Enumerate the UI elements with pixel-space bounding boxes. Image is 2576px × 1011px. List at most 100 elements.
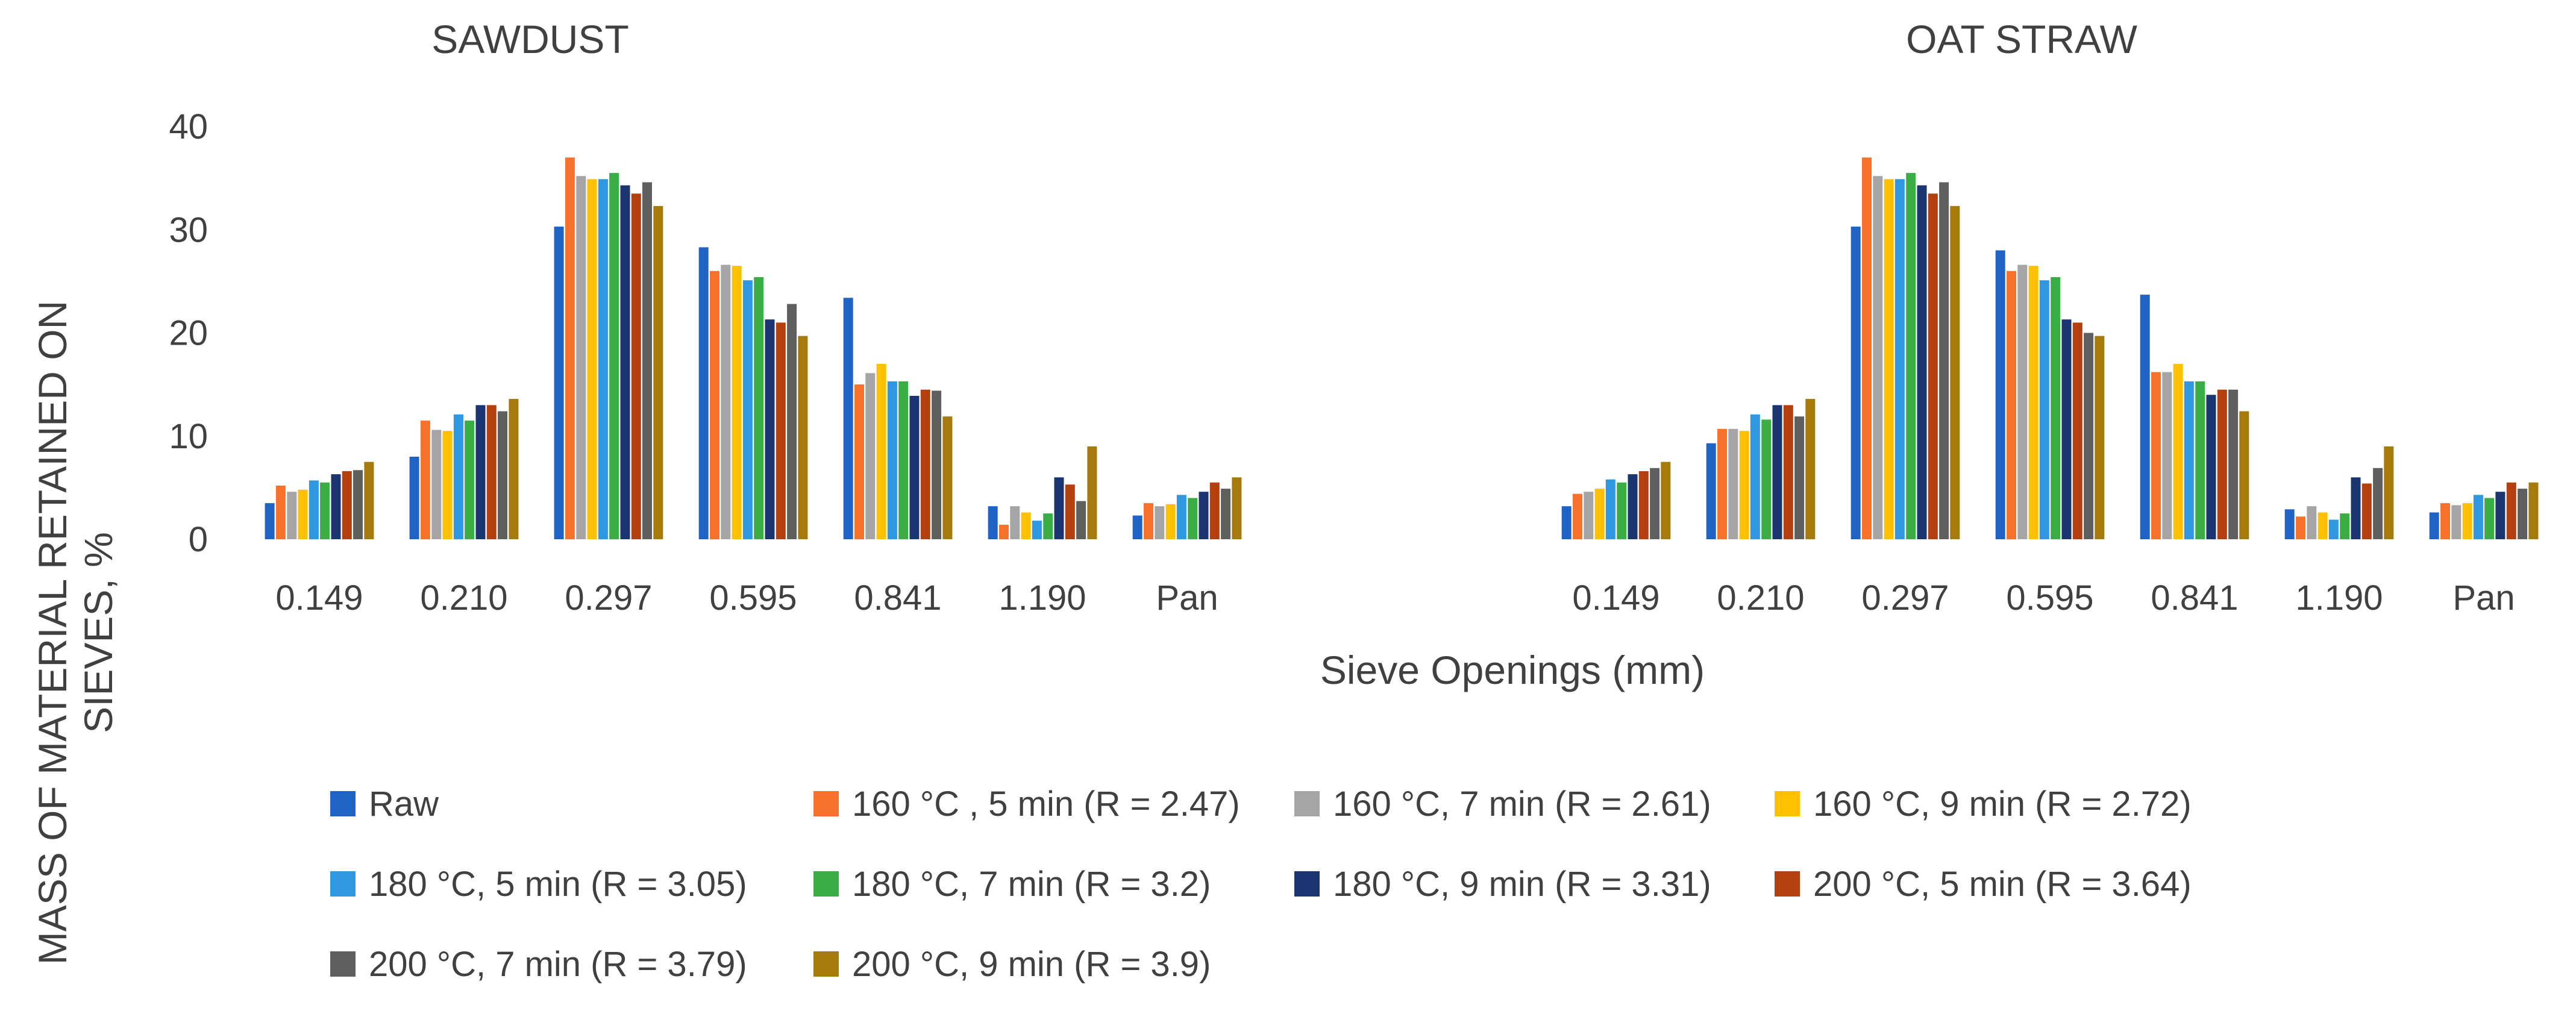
bar-sawdust-pan-series-7 <box>1209 482 1220 539</box>
bar-oat-straw-0-149-series-7 <box>1638 471 1649 539</box>
bar-oat-straw-1-190-series-4 <box>2328 519 2339 539</box>
legend-item: 160 °C , 5 min (R = 2.47) <box>813 784 1240 824</box>
bar-sawdust-0-149-series-6 <box>331 474 341 539</box>
x-tick-label-sawdust: Pan <box>1156 578 1218 618</box>
bar-oat-straw-0-841-series-7 <box>2217 389 2227 539</box>
bar-sawdust-0-841-series-4 <box>887 381 897 539</box>
bar-sawdust-0-841-series-9 <box>942 416 953 539</box>
legend-swatch <box>330 951 356 977</box>
legend-label: Raw <box>369 784 439 824</box>
legend-item: 200 °C, 9 min (R = 3.9) <box>813 945 1211 984</box>
bar-sawdust-0-841-series-1 <box>854 384 864 539</box>
bar-oat-straw-1-190-series-3 <box>2317 512 2328 539</box>
bar-oat-straw-0-595-series-2 <box>2017 264 2028 539</box>
legend-swatch <box>1294 791 1320 816</box>
legend-label: 180 °C, 5 min (R = 3.05) <box>369 865 747 904</box>
legend-swatch <box>330 871 356 897</box>
bar-sawdust-1-190-series-4 <box>1032 521 1042 539</box>
legend-label: 200 °C, 9 min (R = 3.9) <box>852 945 1211 984</box>
bar-sawdust-0-841-series-2 <box>865 373 876 539</box>
bar-oat-straw-0-297-series-8 <box>1939 182 1949 539</box>
bar-sawdust-0-841-series-5 <box>898 381 909 539</box>
bar-sawdust-0-149-series-3 <box>298 489 308 539</box>
legend-label: 200 °C, 7 min (R = 3.79) <box>369 945 747 984</box>
bar-oat-straw-0-297-series-3 <box>1884 179 1894 539</box>
x-tick-label-oat-straw: 1.190 <box>2295 578 2383 618</box>
legend-item: 200 °C, 7 min (R = 3.79) <box>330 945 747 984</box>
bar-sawdust-0-210-series-0 <box>409 457 419 539</box>
bar-oat-straw-0-841-series-6 <box>2206 395 2216 540</box>
bar-oat-straw-0-595-series-3 <box>2028 266 2039 539</box>
x-tick-label-sawdust: 1.190 <box>998 578 1086 618</box>
bar-oat-straw-pan-series-0 <box>2429 512 2439 539</box>
bar-sawdust-0-841-series-6 <box>909 396 920 539</box>
bar-sawdust-1-190-series-8 <box>1076 501 1086 539</box>
bar-oat-straw-0-841-series-1 <box>2151 372 2161 539</box>
bar-sawdust-0-297-series-3 <box>587 179 597 539</box>
x-tick-label-sawdust: 0.595 <box>709 578 797 618</box>
bar-sawdust-0-595-series-5 <box>754 277 764 539</box>
x-axis-ticks: 0.149 0.210 0.297 0.595 0.841 1.190 Pan 0.149 0.… <box>275 578 2515 618</box>
bar-sawdust-pan-series-1 <box>1144 503 1153 539</box>
bar-sawdust-0-149-series-4 <box>309 480 319 539</box>
bar-sawdust-0-297-series-8 <box>642 182 652 539</box>
bar-oat-straw-0-210-series-3 <box>1739 431 1749 539</box>
y-tick-label: 30 <box>169 210 208 249</box>
bar-oat-straw-0-149-series-2 <box>1584 492 1594 539</box>
y-tick-label: 0 <box>189 520 208 559</box>
bar-sawdust-0-149-series-0 <box>265 503 275 539</box>
bar-oat-straw-0-149-series-0 <box>1561 506 1572 539</box>
bar-sawdust-0-210-series-1 <box>420 421 430 539</box>
legend-item: 160 °C, 7 min (R = 2.61) <box>1294 784 1711 824</box>
bar-oat-straw-0-210-series-4 <box>1750 414 1760 539</box>
bar-oat-straw-1-190-series-1 <box>2296 516 2305 539</box>
bar-sawdust-0-297-series-5 <box>609 173 619 540</box>
x-tick-label-sawdust: 0.149 <box>275 578 363 618</box>
bar-oat-straw-0-595-series-8 <box>2084 333 2094 539</box>
legend-label: 180 °C, 7 min (R = 3.2) <box>852 865 1211 904</box>
bars <box>265 157 2539 540</box>
legend-swatch <box>1294 871 1320 897</box>
bar-sawdust-0-149-series-9 <box>364 462 374 539</box>
bar-sawdust-0-841-series-0 <box>843 298 853 539</box>
bar-oat-straw-0-297-series-1 <box>1862 157 1872 539</box>
x-tick-label-oat-straw: 0.841 <box>2151 578 2238 618</box>
legend-item: 180 °C, 9 min (R = 3.31) <box>1294 865 1711 904</box>
y-axis-title-line-1: MASS OF MATERIAL RETAINED ON <box>30 301 75 965</box>
panel-title-oat-straw: OAT STRAW <box>1906 17 2137 61</box>
x-tick-label-sawdust: 0.841 <box>854 578 941 618</box>
bar-oat-straw-0-595-series-5 <box>2051 277 2061 539</box>
bar-sawdust-0-595-series-3 <box>732 266 742 539</box>
bar-oat-straw-0-841-series-2 <box>2162 372 2172 539</box>
bar-sawdust-pan-series-0 <box>1132 515 1142 539</box>
bar-sawdust-0-595-series-1 <box>710 271 719 540</box>
x-tick-label-sawdust: 0.297 <box>565 578 652 618</box>
bar-oat-straw-1-190-series-2 <box>2307 506 2317 539</box>
bar-sawdust-0-297-series-9 <box>653 205 663 539</box>
bar-oat-straw-0-210-series-5 <box>1761 419 1772 539</box>
x-tick-label-sawdust: 0.210 <box>420 578 507 618</box>
bar-sawdust-0-595-series-0 <box>698 247 709 539</box>
legend-item: 160 °C, 9 min (R = 2.72) <box>1775 784 2192 824</box>
legend-swatch <box>1775 791 1800 816</box>
bar-oat-straw-0-210-series-2 <box>1728 428 1738 539</box>
bar-sawdust-0-595-series-9 <box>798 336 808 539</box>
legend-swatch <box>813 791 839 816</box>
legend-item: 200 °C, 5 min (R = 3.64) <box>1775 865 2192 904</box>
bar-oat-straw-0-149-series-6 <box>1628 474 1638 539</box>
legend-item: Raw <box>330 784 439 824</box>
bar-sawdust-1-190-series-7 <box>1065 484 1075 539</box>
bar-oat-straw-0-210-series-6 <box>1772 405 1782 539</box>
legend-label: 160 °C, 9 min (R = 2.72) <box>1813 784 2192 824</box>
legend-swatch <box>1775 871 1800 897</box>
bar-oat-straw-0-149-series-8 <box>1650 468 1660 539</box>
bar-sawdust-0-595-series-2 <box>721 264 731 539</box>
bar-oat-straw-0-297-series-7 <box>1928 193 1938 539</box>
bar-sawdust-0-595-series-6 <box>765 319 775 539</box>
bar-sawdust-0-210-series-7 <box>486 405 497 539</box>
x-tick-label-oat-straw: Pan <box>2452 578 2515 618</box>
bar-oat-straw-1-190-series-0 <box>2284 509 2295 539</box>
bar-sawdust-pan-series-9 <box>1232 477 1242 540</box>
bar-oat-straw-0-595-series-6 <box>2061 319 2072 539</box>
